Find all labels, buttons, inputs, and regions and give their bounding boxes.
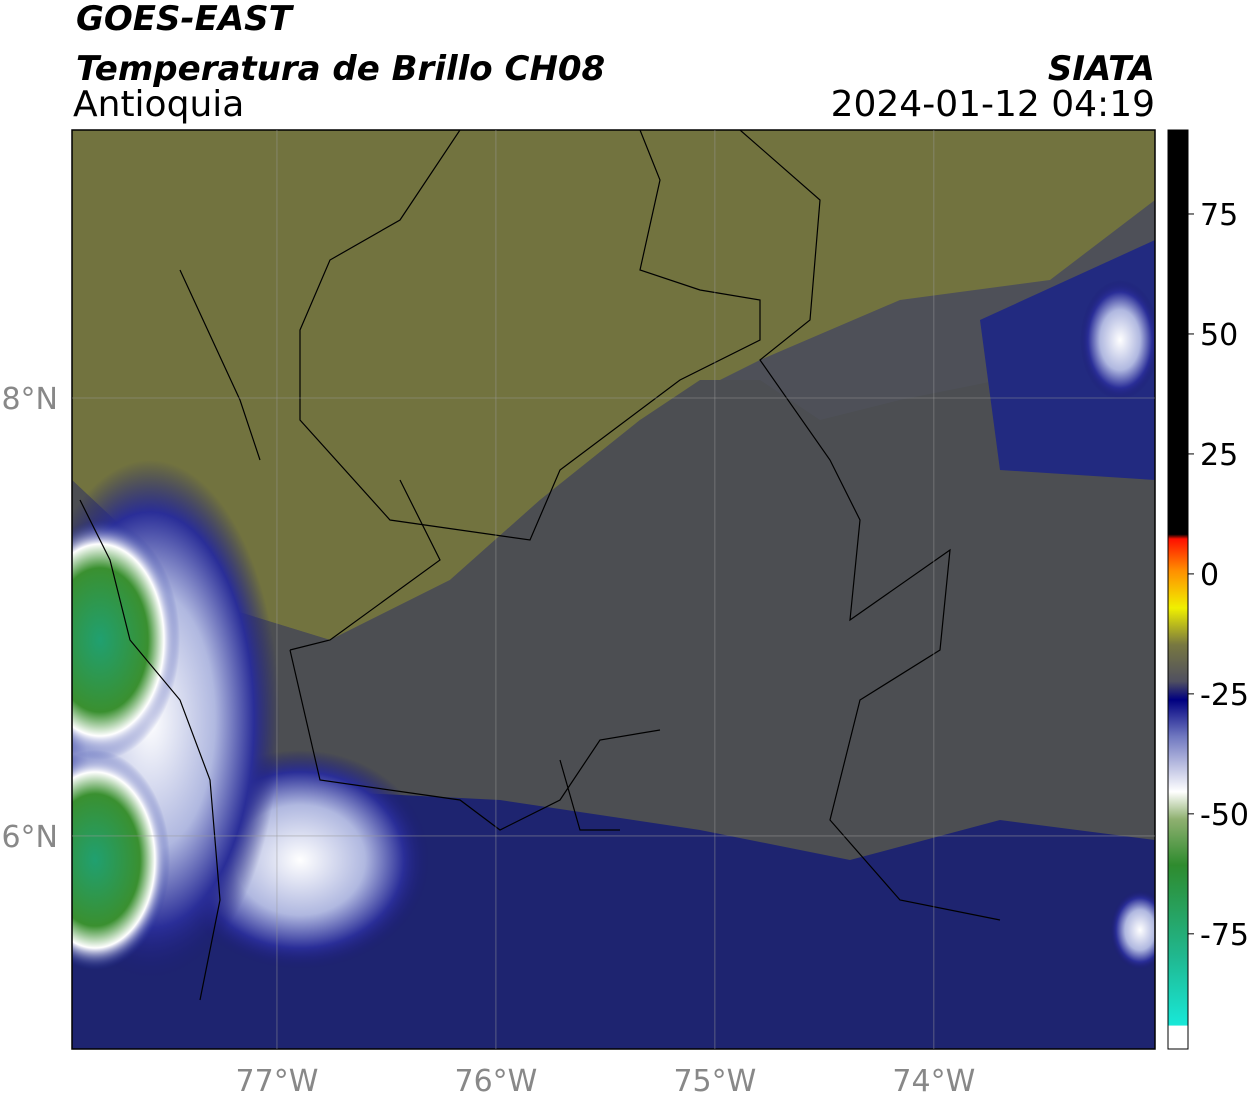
y-tick-label: 8°N xyxy=(1,382,58,417)
y-tick-label: 6°N xyxy=(1,820,58,855)
datetime: 2024-01-12 04:19 xyxy=(831,84,1155,125)
x-tick-label: 76°W xyxy=(454,1064,537,1099)
colorbar-tick-label: -25 xyxy=(1200,678,1249,713)
x-tick-label: 77°W xyxy=(236,1064,319,1099)
x-tick-label: 74°W xyxy=(892,1064,975,1099)
satellite-image xyxy=(72,130,1155,1049)
map-frame xyxy=(71,129,1156,1050)
x-tick-label: 75°W xyxy=(673,1064,756,1099)
colorbar-tick-label: 0 xyxy=(1200,558,1219,593)
colorbar xyxy=(1167,129,1189,1050)
title: GOES-EAST xyxy=(76,0,295,39)
subtitle: Temperatura de Brillo CH08 xyxy=(76,49,605,89)
colorbar-tick-label: -75 xyxy=(1200,918,1249,953)
source: SIATA xyxy=(1048,49,1155,89)
colorbar-tick-label: 50 xyxy=(1200,318,1238,353)
colorbar-tick-label: 25 xyxy=(1200,438,1238,473)
colorbar-tick-label: -50 xyxy=(1200,798,1249,833)
colorbar-tick-label: 75 xyxy=(1200,198,1238,233)
region: Antioquia xyxy=(73,84,244,125)
